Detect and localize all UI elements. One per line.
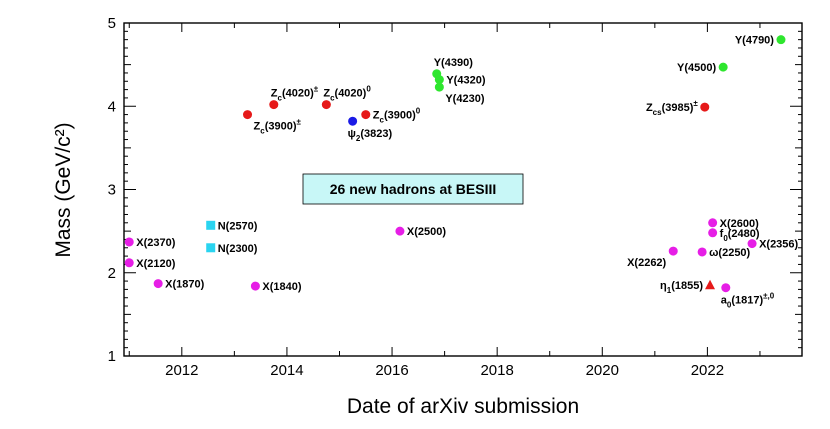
point-zc-3900-0 — [361, 110, 371, 120]
y-tick-label: 5 — [108, 15, 116, 32]
label-x-1870: X(1870) — [165, 279, 204, 291]
annotation-banner: 26 new hadrons at BESIII — [302, 173, 524, 205]
point-2-3823 — [348, 116, 358, 126]
label-a0-1817-0: a0(1817)±,0 — [721, 292, 775, 310]
x-axis-title: Date of arXiv submission — [347, 395, 579, 418]
point-x-2262 — [668, 246, 678, 256]
x-tick-label: 2022 — [691, 362, 724, 379]
label-x-2500: X(2500) — [407, 226, 446, 238]
y-tick-label: 3 — [108, 182, 116, 199]
point-1-1855 — [705, 279, 716, 290]
point-y-4230 — [434, 82, 444, 92]
point-n-2570 — [206, 220, 216, 230]
point-zc-4020 — [269, 100, 279, 110]
label-zc-4020-0: Zc(4020)0 — [323, 85, 371, 103]
y-tick-label: 4 — [108, 98, 116, 115]
point-y-4500 — [718, 62, 728, 72]
point-zcs-3985 — [700, 102, 710, 112]
point-labels: X(2370) X(2120) X(1870) N(2570) N(2300) Zc(39… — [136, 35, 798, 310]
point-y-4790 — [776, 35, 786, 45]
x-tick-label: 2020 — [586, 362, 619, 379]
point-a0-1817-0 — [721, 283, 731, 293]
label-x-2600: X(2600) — [720, 218, 759, 230]
label-zc-3900-0: Zc(3900)0 — [373, 107, 421, 125]
label-1-1855: η1(1855) — [660, 280, 703, 295]
x-tick-label: 2016 — [375, 362, 408, 379]
label-x-2370: X(2370) — [136, 237, 175, 249]
y-axis-title: Mass (GeV/c²) — [52, 122, 75, 257]
label-zcs-3985: Zcs(3985)± — [646, 99, 698, 117]
label-2250: ω(2250) — [709, 247, 750, 259]
label-x-2262: X(2262) — [627, 257, 666, 269]
point-f0-2480 — [708, 228, 718, 238]
point-x-2370 — [124, 237, 134, 247]
label-y-4230: Y(4230) — [445, 93, 484, 105]
label-x-2356: X(2356) — [759, 239, 798, 251]
point-x-2500 — [395, 226, 405, 236]
label-2-3823: ψ2(3823) — [348, 128, 393, 143]
x-tick-label: 2014 — [270, 362, 303, 379]
annotation-text: 26 new hadrons at BESIII — [330, 181, 497, 197]
data-points — [124, 35, 786, 293]
x-tick-label: 2012 — [165, 362, 198, 379]
label-y-4500: Y(4500) — [677, 62, 716, 74]
point-x-1870 — [153, 279, 163, 289]
point-n-2300 — [206, 243, 216, 253]
point-x-2356 — [747, 239, 757, 249]
point-zc-4020-0 — [321, 100, 331, 110]
label-zc-4020: Zc(4020)± — [271, 85, 319, 103]
label-zc-3900: Zc(3900)± — [254, 118, 302, 136]
label-f0-2480: f0(2480) — [720, 228, 760, 243]
label-n-2570: N(2570) — [218, 220, 258, 232]
x-tick-label: 2018 — [480, 362, 513, 379]
label-x-1840: X(1840) — [262, 281, 301, 293]
axis-ticks — [124, 22, 802, 357]
point-2250 — [697, 247, 707, 257]
annotation-box — [302, 173, 524, 205]
label-y-4790: Y(4790) — [735, 35, 774, 47]
point-x-2600 — [708, 218, 718, 228]
point-x-2120 — [124, 258, 134, 268]
label-y-4320: Y(4320) — [446, 75, 485, 87]
point-y-4320 — [434, 75, 444, 85]
axis-tick-labels: 2012 2014 2016 2018 2020 2022 1 2 3 4 5 — [108, 15, 724, 379]
point-zc-3900 — [243, 110, 253, 120]
label-n-2300: N(2300) — [218, 243, 258, 255]
y-tick-label: 2 — [108, 265, 116, 282]
label-y-4390: Y(4390) — [434, 57, 473, 69]
label-x-2120: X(2120) — [136, 258, 175, 270]
y-tick-label: 1 — [108, 348, 116, 365]
point-x-1840 — [250, 281, 260, 291]
